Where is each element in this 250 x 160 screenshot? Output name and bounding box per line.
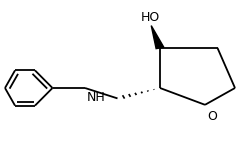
Text: NH: NH: [86, 91, 105, 104]
Text: HO: HO: [140, 11, 160, 24]
Polygon shape: [151, 26, 164, 49]
Text: O: O: [208, 110, 218, 123]
